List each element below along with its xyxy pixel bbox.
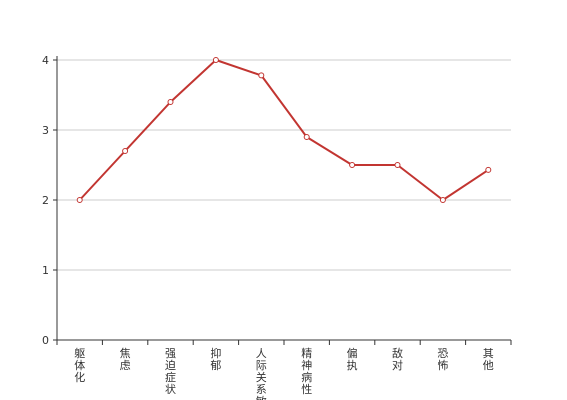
data-point <box>439 197 446 203</box>
x-category-label: 精神病性 <box>301 347 312 396</box>
data-point <box>212 57 219 63</box>
data-point <box>122 148 129 154</box>
data-point <box>485 166 492 173</box>
y-tick-label: 0 <box>42 334 49 347</box>
y-tick-label: 4 <box>42 54 49 67</box>
data-point <box>167 99 174 105</box>
x-category-label: 抑郁 <box>210 346 221 372</box>
series-line <box>78 59 489 201</box>
data-point <box>258 72 265 79</box>
series-line-group <box>76 57 492 203</box>
x-category-label: 恐怖 <box>437 347 448 372</box>
data-point <box>349 162 356 168</box>
x-category-label: 焦虑 <box>120 347 131 372</box>
x-category-label: 其他 <box>483 347 494 372</box>
x-category-label: 躯体化 <box>74 347 85 384</box>
data-point <box>303 134 310 140</box>
grid-lines <box>57 59 511 271</box>
data-point <box>394 162 401 168</box>
y-axis: 0 1 2 3 4 <box>42 54 58 347</box>
x-category-label: 人际关系敏感 <box>256 347 267 400</box>
y-tick-label: 2 <box>42 194 49 207</box>
x-category-label: 敌对 <box>392 346 403 372</box>
x-category-label: 强迫症状 <box>165 347 176 396</box>
y-tick-label: 1 <box>42 264 49 277</box>
data-point <box>76 197 83 203</box>
x-axis: 躯体化 焦虑 强迫症状 抑郁 人际关系敏感 精神病性 偏执 敌对 恐怖 其他 <box>56 339 512 400</box>
x-category-label: 偏执 <box>347 346 358 372</box>
y-tick-label: 3 <box>42 124 49 137</box>
